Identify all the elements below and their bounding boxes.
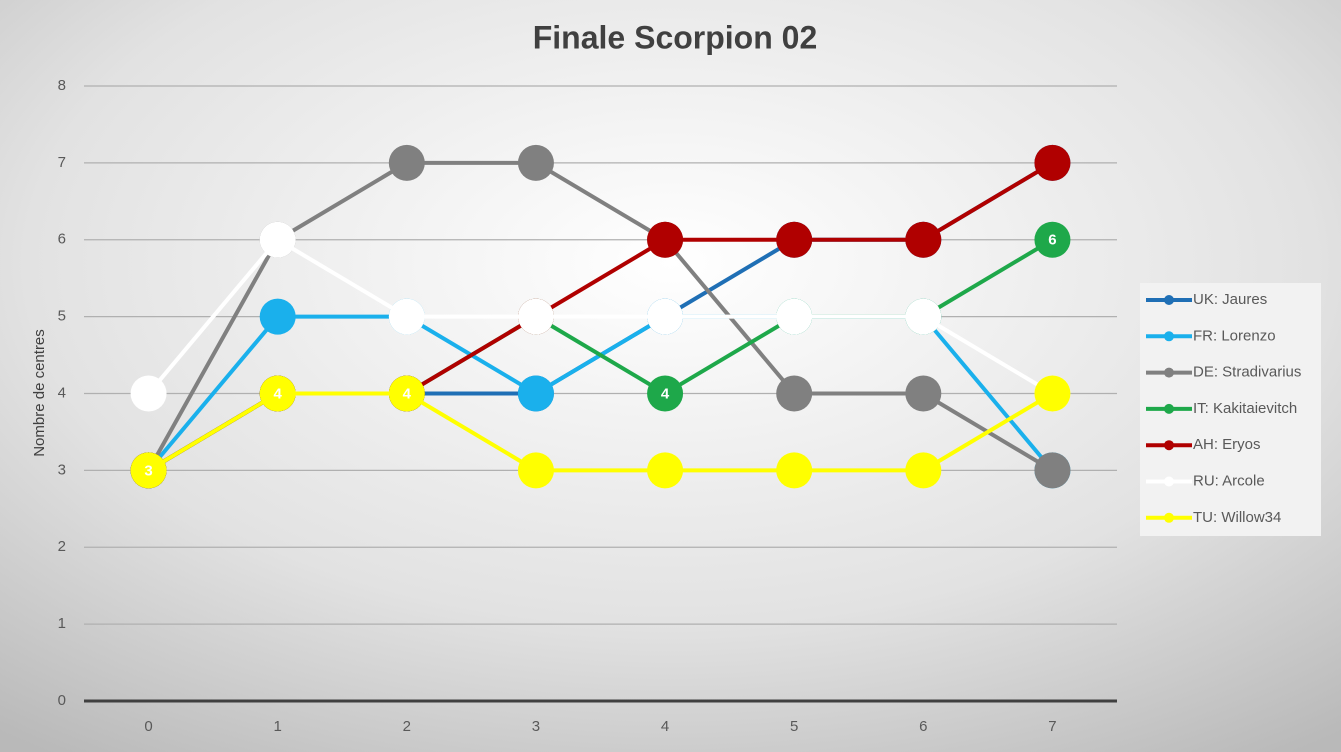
series-marker [647,298,684,335]
legend-label: IT: Kakitaievitch [1193,400,1297,417]
x-tick-label: 1 [274,718,282,735]
legend-swatch-dot [1164,403,1174,414]
data-label: 3 [144,462,152,479]
series-line [147,391,1054,473]
series-marker [905,298,942,335]
series-marker [388,298,425,335]
y-tick-label: 1 [58,615,66,632]
legend-label: TU: Willow34 [1193,509,1281,526]
y-tick-label: 7 [58,154,66,171]
y-tick-label: 4 [58,384,66,401]
y-tick-label: 6 [58,231,66,248]
chart-title: Finale Scorpion 02 [533,19,818,55]
series-marker [647,375,684,412]
series-marker [517,298,554,335]
series-marker [517,144,554,181]
legend-swatch-dot [1164,331,1174,342]
series-marker [905,375,942,412]
series-line [146,160,1054,473]
series-marker [776,375,813,412]
series-marker [647,221,684,258]
series-marker [130,452,167,489]
legend-label: AH: Eryos [1193,436,1261,453]
series-marker [905,221,942,258]
y-tick-label: 8 [58,77,66,94]
legend-swatch-dot [1164,367,1174,378]
y-tick-label: 3 [58,461,66,478]
series-marker [776,452,813,489]
legend-label: FR: Lorenzo [1193,327,1276,344]
x-tick-label: 6 [919,718,927,735]
series-marker [130,375,167,412]
data-label: 6 [1048,232,1056,249]
data-label: 4 [274,385,283,402]
series-marker [776,221,813,258]
y-tick-label: 0 [58,692,66,709]
legend-swatch-dot [1164,295,1174,305]
series-marker [517,375,554,412]
series-marker [259,221,296,258]
series-marker [647,452,684,489]
series-marker [517,452,554,489]
series-marker [388,144,425,181]
legend-label: UK: Jaures [1193,291,1267,308]
series-marker [388,375,425,412]
x-tick-label: 4 [661,718,669,735]
x-tick-label: 5 [790,718,798,735]
y-tick-label: 2 [58,538,66,555]
series-marker [1034,144,1071,181]
legend-label: RU: Arcole [1193,472,1265,489]
series-marker [1034,452,1071,489]
x-tick-label: 2 [403,718,411,735]
series-line [147,237,1054,396]
series-marker [259,375,296,412]
series-marker [259,298,296,335]
x-tick-label: 0 [144,718,152,735]
legend-swatch-dot [1164,440,1174,451]
data-label: 4 [403,385,412,402]
x-tick-label: 3 [532,718,540,735]
data-label: 4 [661,385,670,402]
y-tick-label: 5 [58,308,66,325]
series-marker [1034,221,1071,258]
legend-label: DE: Stradivarius [1193,364,1301,381]
series-marker [776,298,813,335]
x-tick-label: 7 [1048,718,1056,735]
series-marker [1034,375,1071,412]
y-axis-label: Nombre de centres [31,329,48,457]
legend-swatch-dot [1164,512,1174,523]
series-marker [905,452,942,489]
legend-swatch-dot [1164,476,1174,487]
